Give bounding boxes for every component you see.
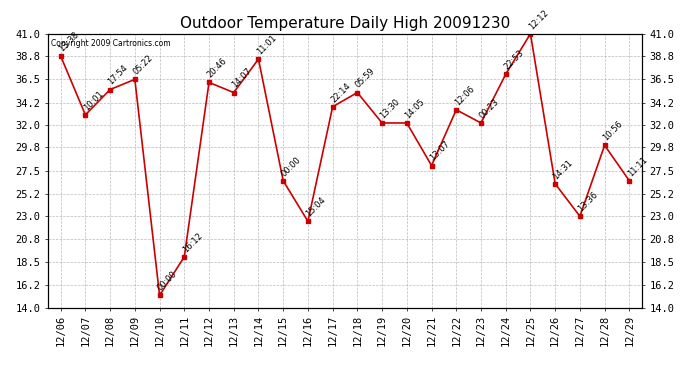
Text: 10:01: 10:01 bbox=[82, 89, 105, 112]
Text: 05:59: 05:59 bbox=[354, 67, 377, 90]
Text: 14:05: 14:05 bbox=[403, 97, 426, 120]
Text: 16:12: 16:12 bbox=[181, 231, 204, 254]
Text: 14:07: 14:07 bbox=[230, 66, 253, 90]
Text: 13:36: 13:36 bbox=[576, 190, 600, 213]
Text: 22:53: 22:53 bbox=[502, 48, 525, 72]
Text: 15:04: 15:04 bbox=[304, 195, 328, 219]
Text: 00:00: 00:00 bbox=[156, 269, 179, 292]
Text: 12:12: 12:12 bbox=[527, 8, 550, 31]
Text: 22:14: 22:14 bbox=[329, 81, 352, 104]
Text: 12:06: 12:06 bbox=[453, 84, 476, 107]
Text: Copyright 2009 Cartronics.com: Copyright 2009 Cartronics.com bbox=[51, 39, 171, 48]
Text: 14:31: 14:31 bbox=[551, 158, 575, 181]
Title: Outdoor Temperature Daily High 20091230: Outdoor Temperature Daily High 20091230 bbox=[180, 16, 510, 31]
Text: 00:00: 00:00 bbox=[279, 155, 303, 178]
Text: 13:07: 13:07 bbox=[428, 140, 451, 163]
Text: 05:22: 05:22 bbox=[131, 54, 155, 76]
Text: 20:46: 20:46 bbox=[206, 56, 228, 80]
Text: 10:56: 10:56 bbox=[601, 119, 624, 142]
Text: 11:01: 11:01 bbox=[255, 33, 278, 56]
Text: 11:11: 11:11 bbox=[626, 155, 649, 178]
Text: 13:38: 13:38 bbox=[57, 30, 81, 53]
Text: 00:23: 00:23 bbox=[477, 97, 501, 120]
Text: 13:30: 13:30 bbox=[379, 97, 402, 120]
Text: 17:54: 17:54 bbox=[106, 63, 130, 87]
